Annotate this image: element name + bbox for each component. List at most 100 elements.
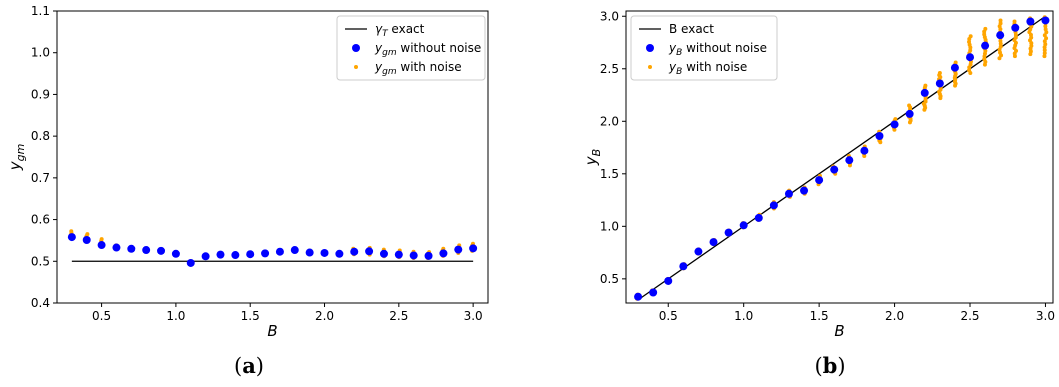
without-noise-point bbox=[694, 247, 703, 256]
with-noise-point bbox=[85, 232, 90, 237]
without-noise-point bbox=[216, 250, 225, 259]
with-noise-point bbox=[99, 237, 104, 242]
legend-entry-symbol: γ bbox=[375, 22, 383, 36]
with-noise-point bbox=[1042, 45, 1047, 50]
with-noise-point bbox=[998, 38, 1003, 43]
legend-entry-rest: without noise bbox=[682, 41, 767, 55]
legend-entry-subscript: B bbox=[676, 67, 682, 77]
without-noise-point bbox=[157, 246, 166, 255]
y-tick-label: 0.8 bbox=[31, 129, 50, 143]
without-noise-point bbox=[365, 247, 374, 256]
x-tick-label: 3.0 bbox=[464, 309, 483, 323]
without-noise-point bbox=[350, 247, 359, 256]
legend-entry-label: B exact bbox=[669, 22, 714, 36]
legend-entry-label: γT exact bbox=[375, 22, 425, 39]
caption-b-close: ) bbox=[837, 354, 845, 378]
y-axis-label: ygm bbox=[6, 144, 27, 172]
without-noise-point bbox=[290, 246, 299, 255]
with-noise-point bbox=[968, 34, 973, 39]
without-noise-point bbox=[769, 201, 778, 210]
without-noise-point bbox=[275, 247, 284, 256]
without-noise-point bbox=[935, 79, 944, 88]
without-noise-point bbox=[1026, 17, 1035, 26]
legend-entry-symbol: y bbox=[668, 41, 677, 55]
without-noise-point bbox=[845, 156, 854, 165]
without-noise-point bbox=[981, 41, 990, 50]
panel-a-scatter-chart: 0.5 1.0 1.5 2.0 2.5 3.0 0.4 0.5 0.6 0.7 0.8 0.9 1.0 1… bbox=[6, 4, 489, 340]
with-noise-point bbox=[1042, 48, 1047, 53]
legend-entry-rest: exact bbox=[677, 22, 714, 36]
with-noise-point bbox=[1044, 30, 1049, 35]
without-noise-point bbox=[469, 244, 478, 253]
without-noise-point bbox=[335, 249, 344, 258]
caption-a-letter: a bbox=[242, 353, 256, 378]
without-noise-point bbox=[231, 251, 240, 260]
y-tick-label: 0.5 bbox=[31, 254, 50, 268]
without-noise-point bbox=[634, 292, 643, 301]
without-noise-point bbox=[424, 251, 433, 260]
caption-b-letter: b bbox=[823, 353, 838, 378]
without-noise-point bbox=[261, 249, 270, 258]
without-noise-point bbox=[890, 120, 899, 129]
x-tick-label: 0.5 bbox=[659, 309, 678, 323]
legend-entry-symbol: y bbox=[374, 41, 383, 55]
without-noise-point bbox=[830, 165, 839, 174]
legend-entry-symbol: y bbox=[668, 60, 677, 74]
y-axis-label-subscript: gm bbox=[14, 144, 27, 162]
with-noise-point bbox=[998, 21, 1003, 26]
with-noise-point bbox=[1043, 24, 1048, 29]
y-tick-label: 2.5 bbox=[600, 62, 619, 76]
x-tick-label: 1.0 bbox=[166, 309, 185, 323]
legend-entry-label: ygm with noise bbox=[374, 60, 462, 77]
y-tick-label: 0.7 bbox=[31, 171, 50, 185]
legend-frame bbox=[336, 15, 486, 81]
legend-entry-label: ygm without noise bbox=[374, 41, 481, 58]
without-noise-point bbox=[127, 244, 136, 253]
plot-frame bbox=[56, 10, 489, 304]
with-noise-point bbox=[907, 103, 912, 108]
without-noise-point bbox=[679, 262, 688, 271]
without-noise-point bbox=[800, 186, 809, 195]
with-noise-point bbox=[1043, 42, 1048, 47]
without-noise-point bbox=[112, 243, 121, 252]
legend-entry-rest: with noise bbox=[682, 60, 747, 74]
with-noise-point bbox=[1044, 36, 1049, 41]
with-noise-point bbox=[998, 44, 1003, 49]
without-noise-point bbox=[664, 276, 673, 285]
without-noise-point bbox=[815, 176, 824, 185]
legend-entry-label: yB with noise bbox=[668, 60, 747, 77]
caption-a-close: ) bbox=[256, 354, 264, 378]
without-noise-point bbox=[186, 258, 195, 267]
without-noise-point bbox=[950, 63, 959, 72]
legend-entry-subscript: B bbox=[676, 48, 682, 58]
with-noise-point bbox=[983, 26, 988, 31]
y-axis-label-subscript: B bbox=[590, 149, 603, 157]
without-noise-point bbox=[784, 189, 793, 198]
with-noise-point bbox=[1042, 33, 1047, 38]
with-noise-point bbox=[1043, 27, 1048, 32]
without-noise-point bbox=[142, 246, 151, 255]
legend-entry-subscript: gm bbox=[382, 67, 397, 77]
without-noise-point bbox=[966, 53, 975, 62]
x-tick-label: 2.0 bbox=[315, 309, 334, 323]
x-tick-label: 2.5 bbox=[389, 309, 408, 323]
caption-b-open: ( bbox=[814, 354, 822, 378]
with-noise-point bbox=[1012, 19, 1017, 24]
without-noise-point bbox=[409, 251, 418, 260]
caption-b: (b) bbox=[814, 353, 845, 378]
with-noise-point bbox=[69, 229, 74, 234]
without-noise-point bbox=[82, 236, 91, 245]
without-noise-point bbox=[905, 109, 914, 118]
with-noise-point bbox=[937, 70, 942, 75]
without-noise-point bbox=[920, 88, 929, 97]
with-noise-point bbox=[1042, 51, 1047, 56]
x-tick-label: 3.0 bbox=[1036, 309, 1055, 323]
with-noise-point bbox=[1042, 54, 1047, 59]
legend-entry-symbol: B bbox=[669, 22, 677, 36]
without-noise-point bbox=[454, 245, 463, 254]
y-tick-label: 1.0 bbox=[31, 46, 50, 60]
without-noise-point bbox=[1041, 16, 1050, 25]
x-tick-label: 0.5 bbox=[92, 309, 111, 323]
y-tick-label: 0.4 bbox=[31, 296, 50, 310]
y-tick-label: 1.5 bbox=[600, 167, 619, 181]
